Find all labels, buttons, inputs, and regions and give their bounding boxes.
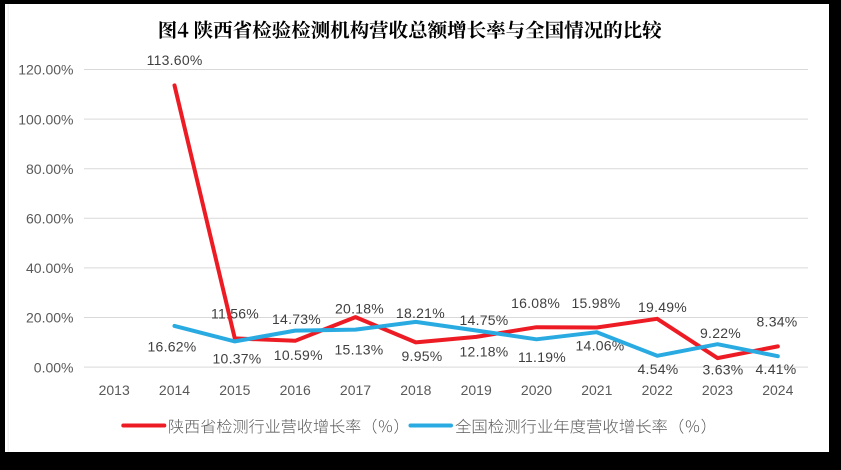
svg-text:2022: 2022	[642, 382, 673, 398]
svg-text:2016: 2016	[280, 382, 311, 398]
svg-text:9.22%: 9.22%	[700, 325, 741, 341]
svg-text:80.00%: 80.00%	[26, 161, 73, 177]
svg-text:4.54%: 4.54%	[638, 361, 679, 377]
svg-text:15.98%: 15.98%	[572, 295, 621, 311]
svg-text:2023: 2023	[702, 382, 733, 398]
svg-text:120.00%: 120.00%	[18, 62, 73, 78]
svg-text:3.63%: 3.63%	[703, 362, 744, 378]
svg-text:18.21%: 18.21%	[396, 305, 445, 321]
svg-text:20.00%: 20.00%	[26, 310, 73, 326]
svg-text:2020: 2020	[521, 382, 552, 398]
svg-text:20.18%: 20.18%	[335, 301, 384, 317]
svg-text:2013: 2013	[99, 382, 130, 398]
svg-text:14.75%: 14.75%	[460, 312, 509, 328]
svg-text:14.06%: 14.06%	[576, 338, 625, 354]
svg-text:11.19%: 11.19%	[518, 349, 566, 365]
svg-text:2014: 2014	[159, 382, 190, 398]
svg-text:40.00%: 40.00%	[26, 260, 73, 276]
svg-text:2021: 2021	[581, 382, 612, 398]
svg-text:9.95%: 9.95%	[402, 348, 443, 364]
svg-text:8.34%: 8.34%	[757, 314, 798, 330]
svg-text:10.59%: 10.59%	[274, 347, 323, 363]
svg-text:2017: 2017	[340, 382, 371, 398]
svg-text:14.73%: 14.73%	[272, 311, 321, 327]
svg-text:10.37%: 10.37%	[213, 351, 262, 367]
svg-text:16.08%: 16.08%	[511, 295, 560, 311]
svg-text:19.49%: 19.49%	[638, 299, 687, 315]
svg-text:2015: 2015	[219, 382, 250, 398]
svg-text:2019: 2019	[461, 382, 492, 398]
svg-text:2018: 2018	[400, 382, 431, 398]
svg-text:2024: 2024	[762, 382, 793, 398]
svg-text:0.00%: 0.00%	[34, 359, 74, 375]
svg-text:15.13%: 15.13%	[335, 341, 384, 357]
svg-text:11.56%: 11.56%	[211, 306, 259, 322]
svg-text:4.41%: 4.41%	[756, 361, 797, 377]
svg-text:113.60%: 113.60%	[147, 52, 203, 68]
svg-text:100.00%: 100.00%	[18, 111, 73, 127]
svg-text:12.18%: 12.18%	[460, 343, 509, 359]
svg-text:16.62%: 16.62%	[148, 339, 197, 355]
svg-text:60.00%: 60.00%	[26, 211, 73, 227]
